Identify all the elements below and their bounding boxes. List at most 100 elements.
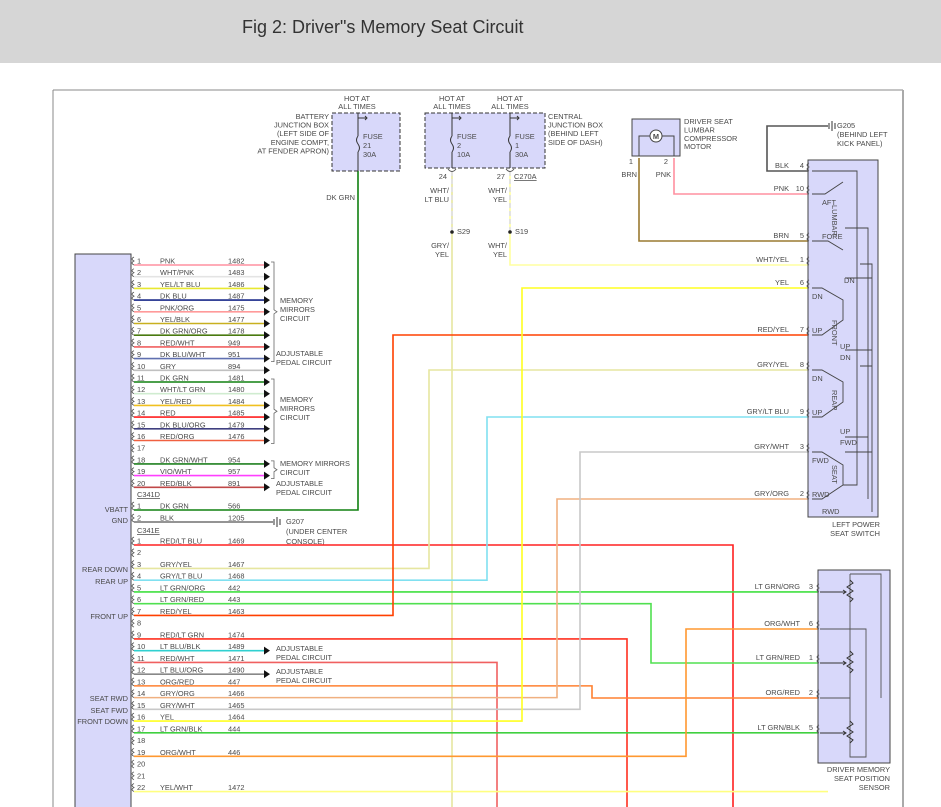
pin-number: 20 [137,479,145,488]
pin-terminal-icon [131,513,135,523]
wire-label: GRY/YEL [757,360,789,369]
wire-label: WHT/YEL [756,255,789,264]
circuit-number: 1479 [228,420,244,429]
pin-terminal-icon [131,385,135,395]
wire-color-label: GRY [160,362,176,371]
circuit-reference: CIRCUIT [280,468,310,477]
seat-position-sensor [817,569,891,764]
pin-number: 8 [137,619,141,628]
pin-number: 1 [137,257,141,266]
pin-number: 8 [137,338,141,347]
circuit-reference: PEDAL CIRCUIT [276,488,332,497]
pin-number: 19 [137,467,145,476]
pin-number: 1 [137,537,141,546]
circuit-reference: ADJUSTABLE [276,667,323,676]
circuit-number: 1466 [228,689,244,698]
hot-at-all-times: HOT AT [344,94,370,103]
seat-position-sensor-label: SENSOR [859,783,890,792]
wire-label: YEL [775,278,789,287]
circuit-reference: CIRCUIT [280,314,310,323]
circuit-number: 1475 [228,303,244,312]
pin-number: 2 [664,157,668,166]
pin-number: 5 [137,303,141,312]
wire-color-label: YEL [160,713,174,722]
pin-terminal-icon [131,478,135,488]
fuse-label: 30A [515,150,528,159]
circuit-reference: MIRRORS [280,404,315,413]
wire-color-label: VIO/WHT [160,467,192,476]
wire-color-label: WHT/LT GRN [160,385,205,394]
potentiometer-icon [846,579,854,603]
wiper [820,589,847,595]
wire-label: YEL [493,195,507,204]
arrow-icon [264,378,270,386]
circuit-number: 446 [228,748,240,757]
pin-terminal-icon [447,168,457,172]
splice-label: S29 [457,227,470,236]
pin-number: 10 [137,362,145,371]
circuit-number: 1489 [228,642,244,651]
switch-position-label: DN [844,276,855,285]
wire-color-label: RED/LT GRN [160,630,204,639]
pin-number: 11 [137,654,145,663]
pin-terminal-icon [131,689,135,698]
pin-terminal-icon [816,583,820,593]
switch-position-label: DN [812,374,823,383]
arrow-icon [264,284,270,293]
wire-label: RED/YEL [757,325,789,334]
pin-terminal-icon [131,350,135,359]
wire-label: WHT/ [488,186,508,195]
arrow-icon [264,331,270,340]
arrow-icon [264,296,270,305]
wire-lower-15 [134,451,808,711]
fuse-label: 2 [457,141,461,150]
circuit-number: 1490 [228,666,244,675]
circuit-number: 1485 [228,409,244,418]
pin-terminal-icon [806,326,810,336]
circuit-number: 891 [228,479,240,488]
pin-number: 9 [137,350,141,359]
arrow-icon [264,483,270,492]
circuit-number: 444 [228,724,240,733]
pin-terminal-icon [131,536,135,546]
central-junction-box-label: JUNCTION BOX [548,121,603,130]
arrow-icon [264,401,270,410]
wire-label: PNK [774,184,789,193]
wire-label: BRN [621,170,637,179]
fuse-icon [356,135,360,153]
module-pin-label: REAR DOWN [82,565,128,574]
arrow-icon [264,307,270,316]
arrow-icon [264,646,270,655]
circuit-number: 1482 [228,257,244,266]
circuit-number: 1477 [228,315,244,324]
potentiometer-icon [846,720,854,744]
switch-position-label: UP [840,427,850,436]
wire-label: GRY/WHT [754,442,789,451]
circuit-number: 1484 [228,397,244,406]
pin-terminal-icon [505,168,515,172]
motor-leads [638,135,675,156]
pin-terminal-icon [131,747,135,757]
pin-terminal-icon [816,654,820,664]
hot-at-all-times: ALL TIMES [491,102,528,111]
pin-terminal-icon [131,654,135,663]
pin-terminal-icon [131,280,135,289]
hot-at-all-times: ALL TIMES [433,102,470,111]
pin-number: 5 [809,723,813,732]
wire-color-label: DK GRN [160,374,189,383]
pin-number: 2 [809,688,813,697]
wire-color-label: RED/ORG [160,432,195,441]
seat-position-sensor-label: SEAT POSITION [834,774,890,783]
pin-number: 14 [137,409,145,418]
splice-dot-icon [508,230,512,234]
hot-at-all-times: HOT AT [439,94,465,103]
pin-number: 4 [137,292,141,301]
pin-terminal-icon [131,665,135,675]
ground-g207-label: CONSOLE) [286,537,325,546]
battery-junction-box-label: AT FENDER APRON) [257,146,329,155]
arrow-icon [264,261,270,269]
pin-terminal-icon [806,162,810,172]
pin-number: 22 [137,783,145,792]
wire-pnk [673,158,808,195]
